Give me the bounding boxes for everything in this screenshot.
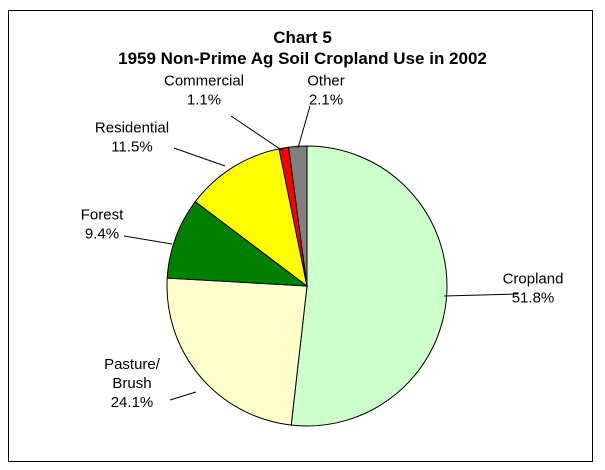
pie-slice-other xyxy=(288,145,308,287)
slice-label-residential: Residential 11.5% xyxy=(95,120,169,156)
slice-value-label-pasture-brush: 24.1% xyxy=(111,394,154,411)
pie-slice-residential xyxy=(194,148,308,288)
chart-title: Chart 5 xyxy=(273,28,332,47)
leader-line-forest xyxy=(123,235,173,245)
pie-slice-pasture-brush xyxy=(166,277,308,426)
leader-line-pasture-brush xyxy=(169,391,197,401)
slice-value-label-forest: 9.4% xyxy=(85,226,119,243)
leader-line-other xyxy=(297,105,311,149)
leader-line-commercial xyxy=(230,115,284,152)
leader-line-residential xyxy=(173,147,226,167)
slice-value-label-other: 2.1% xyxy=(309,92,343,109)
slice-value-label-cropland: 51.8% xyxy=(512,290,555,307)
pie-slice-forest xyxy=(166,200,309,287)
pie-slice-cropland xyxy=(290,145,448,427)
leader-line-cropland xyxy=(443,293,519,297)
chart-subtitle: 1959 Non-Prime Ag Soil Cropland Use in 2… xyxy=(118,49,487,68)
slice-label-commercial: Commercial 1.1% xyxy=(164,73,244,109)
slice-label-other: Other 2.1% xyxy=(307,73,345,109)
slice-value-label-commercial: 1.1% xyxy=(187,92,221,109)
slice-value-label-residential: 11.5% xyxy=(111,139,152,156)
slice-label-cropland: Cropland 51.8% xyxy=(503,271,564,307)
slice-label-forest: Forest 9.4% xyxy=(81,207,124,243)
slice-label-pasture-brush: Pasture/Brush 24.1% xyxy=(104,356,161,411)
